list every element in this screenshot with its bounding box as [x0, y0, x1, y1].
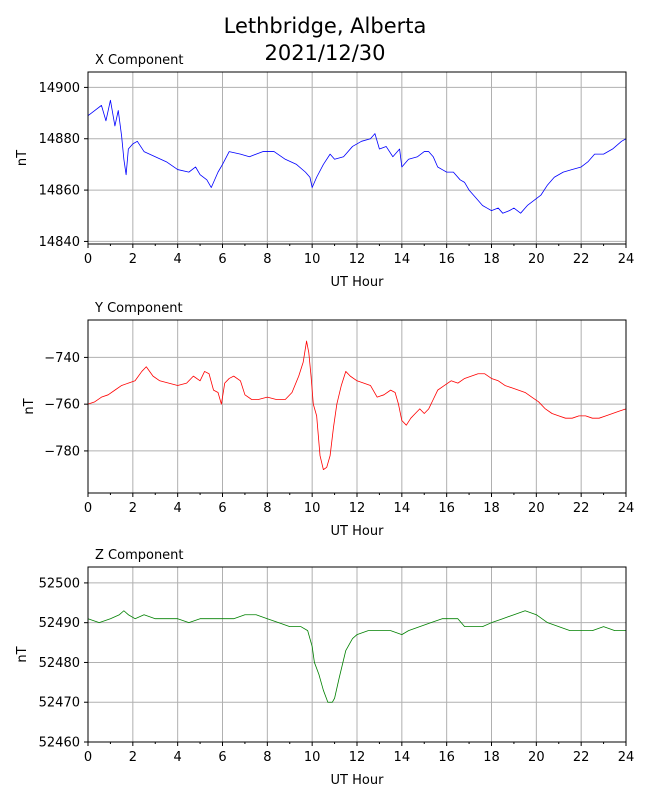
x-x-tick-label: 6 [218, 252, 226, 267]
x-x-tick-label: 0 [84, 252, 92, 267]
y-y-tick-label: −780 [44, 444, 80, 459]
z-y-tick-label: 52460 [39, 736, 80, 751]
y-x-tick-label: 2 [129, 501, 137, 516]
x-y-tick-label: 14880 [39, 132, 80, 147]
z-y-tick-label: 52480 [39, 656, 80, 671]
z-x-tick-label: 4 [174, 750, 182, 765]
x-x-tick-label: 20 [528, 252, 545, 267]
y-x-tick-label: 12 [349, 501, 366, 516]
y-x-tick-label: 0 [84, 501, 92, 516]
y-y-axis-label: nT [22, 398, 37, 414]
y-x-tick-label: 14 [394, 501, 411, 516]
z-x-tick-label: 6 [218, 750, 226, 765]
x-x-tick-label: 18 [483, 252, 500, 267]
x-x-tick-label: 14 [394, 252, 411, 267]
y-panel-title: Y Component [94, 301, 183, 316]
y-x-tick-label: 8 [263, 501, 271, 516]
y-x-tick-label: 20 [528, 501, 545, 516]
chart-x-component: 0 2 4 6 8 10 12 14 16 18 20 22 241484014860148801490… [15, 53, 634, 290]
z-x-tick-label: 0 [84, 750, 92, 765]
figure-title-line2: 2021/12/30 [264, 41, 385, 65]
x-x-tick-label: 2 [129, 252, 137, 267]
z-x-tick-label: 18 [483, 750, 500, 765]
z-x-tick-label: 20 [528, 750, 545, 765]
y-y-tick-label: −760 [44, 398, 80, 413]
x-x-axis-label: UT Hour [331, 275, 385, 290]
x-component-trace [87, 99, 627, 214]
z-x-tick-label: 8 [263, 750, 271, 765]
z-x-tick-label: 24 [618, 750, 635, 765]
x-x-tick-label: 4 [174, 252, 182, 267]
z-y-tick-label: 52470 [39, 696, 80, 711]
z-x-tick-label: 14 [394, 750, 411, 765]
chart-z-component: 0 2 4 6 8 10 12 14 16 18 20 22 245246052470524805249… [15, 548, 634, 788]
figure-title-line1: Lethbridge, Alberta [224, 14, 427, 38]
y-component-trace [87, 340, 627, 471]
x-y-tick-label: 14900 [39, 81, 80, 96]
x-x-tick-label: 16 [438, 252, 455, 267]
y-x-tick-label: 6 [218, 501, 226, 516]
y-x-tick-label: 10 [304, 501, 321, 516]
z-x-tick-label: 22 [573, 750, 590, 765]
y-x-tick-label: 16 [438, 501, 455, 516]
z-x-tick-label: 2 [129, 750, 137, 765]
y-x-tick-label: 24 [618, 501, 635, 516]
chart-panels: 0 2 4 6 8 10 12 14 16 18 20 22 241484014860148801490… [15, 53, 634, 788]
x-x-tick-label: 10 [304, 252, 321, 267]
y-x-tick-label: 18 [483, 501, 500, 516]
y-y-tick-label: −740 [44, 351, 80, 366]
x-x-tick-label: 22 [573, 252, 590, 267]
z-panel-title: Z Component [95, 548, 184, 563]
z-x-tick-label: 10 [304, 750, 321, 765]
y-x-tick-label: 22 [573, 501, 590, 516]
x-y-axis-label: nT [15, 150, 30, 166]
z-x-tick-label: 12 [349, 750, 366, 765]
y-x-tick-label: 4 [174, 501, 182, 516]
z-y-tick-label: 52500 [39, 576, 80, 591]
z-component-trace [87, 610, 626, 703]
z-x-tick-label: 16 [438, 750, 455, 765]
z-y-tick-label: 52490 [39, 616, 80, 631]
x-panel-title: X Component [95, 53, 184, 68]
x-x-tick-label: 12 [349, 252, 366, 267]
x-x-tick-label: 8 [263, 252, 271, 267]
z-x-axis-label: UT Hour [331, 773, 385, 788]
x-y-tick-label: 14860 [39, 184, 80, 199]
x-y-tick-label: 14840 [39, 235, 80, 250]
x-x-tick-label: 24 [618, 252, 635, 267]
z-y-axis-label: nT [15, 646, 30, 662]
y-x-axis-label: UT Hour [331, 524, 385, 539]
